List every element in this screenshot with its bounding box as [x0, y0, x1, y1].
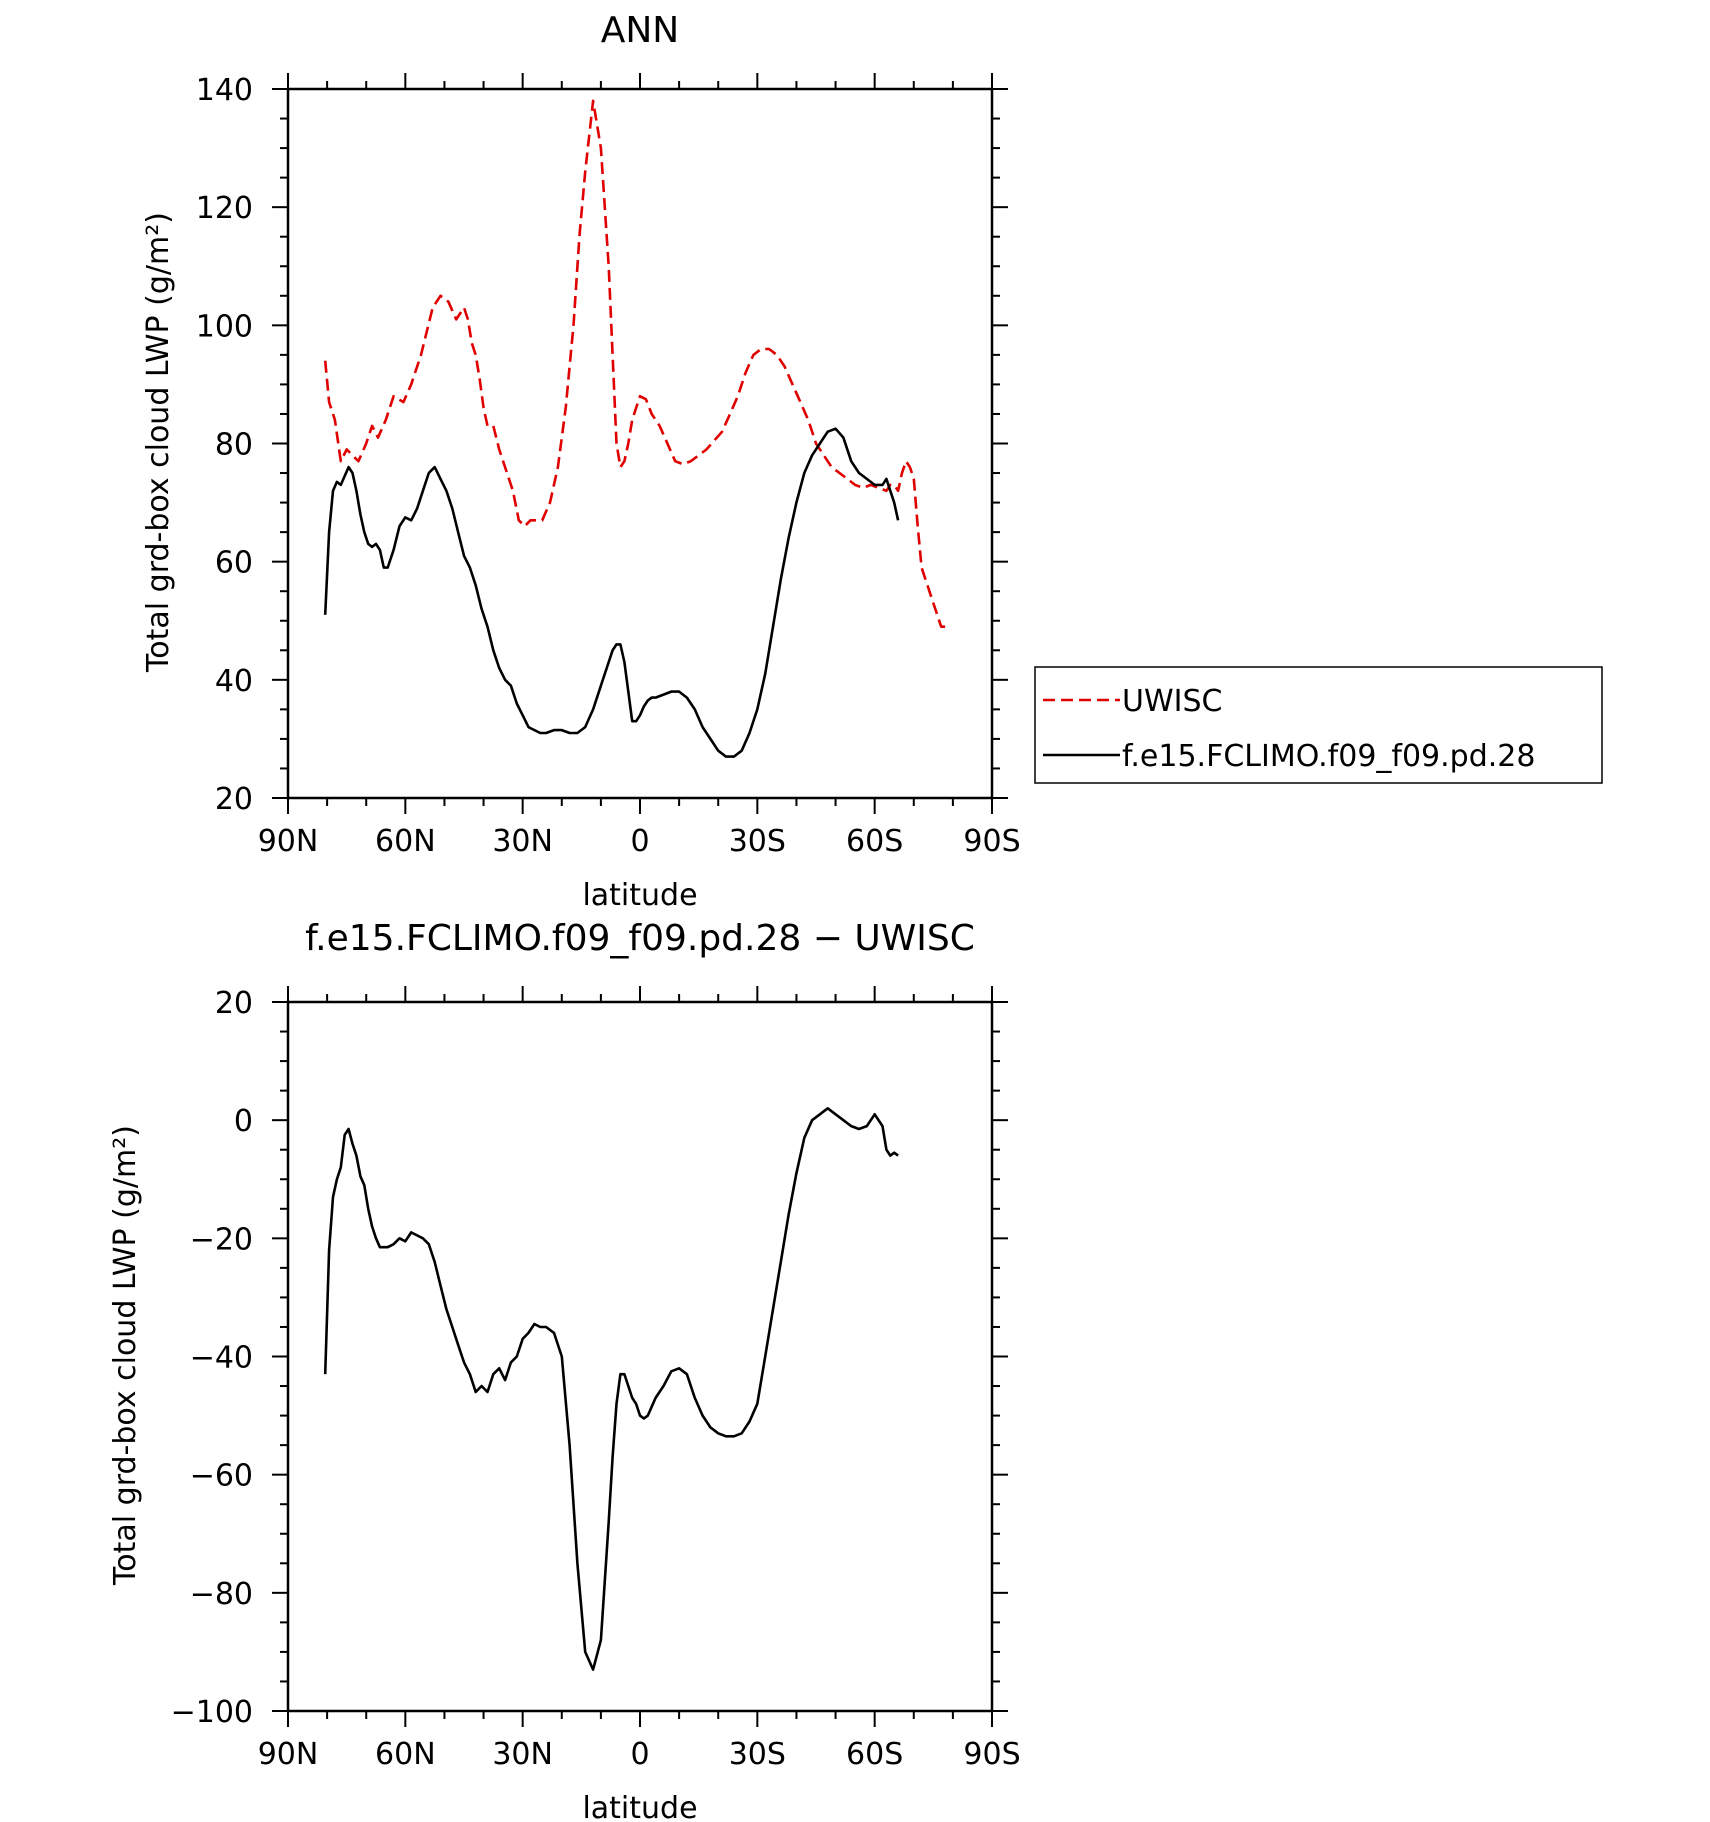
x-tick-label: 30N [492, 1737, 553, 1772]
uwisc-series-line [323, 99, 946, 628]
top-panel: ANN Total grd-box cloud LWP (g/m²) latit… [141, 10, 1021, 913]
y-tick-label: 120 [196, 191, 253, 226]
f-e15-fclimo-f09-f09-pd-28-series-line [323, 427, 900, 758]
plot-frame [286, 1000, 994, 1713]
y-tick-label: 20 [215, 986, 253, 1021]
legend-label-model: f.e15.FCLIMO.f09_f09.pd.28 [1122, 739, 1535, 774]
top-x-axis-label: latitude [582, 878, 697, 913]
y-tick-label: −80 [190, 1577, 253, 1612]
bottom-x-axis-label: latitude [582, 1791, 697, 1822]
top-y-axis-label: Total grd-box cloud LWP (g/m²) [141, 212, 176, 673]
y-tick-label: 20 [215, 782, 253, 817]
x-tick-label: 30N [492, 824, 553, 859]
x-tick-label: 60S [846, 1737, 903, 1772]
x-tick-label: 60S [846, 824, 903, 859]
y-tick-label: 0 [234, 1104, 253, 1139]
legend-box [1034, 666, 1603, 784]
legend-label-uwisc: UWISC [1122, 684, 1222, 719]
x-tick-label: 90N [258, 824, 319, 859]
y-tick-label: −20 [190, 1222, 253, 1257]
bottom-y-axis-label: Total grd-box cloud LWP (g/m²) [108, 1125, 143, 1586]
x-tick-label: 30S [729, 1737, 786, 1772]
x-tick-label: 0 [630, 824, 649, 859]
x-tick-label: 60N [375, 824, 436, 859]
x-tick-label: 60N [375, 1737, 436, 1772]
x-tick-label: 90S [963, 1737, 1020, 1772]
x-tick-label: 0 [630, 1737, 649, 1772]
y-tick-label: −60 [190, 1459, 253, 1494]
plot-frame [286, 87, 994, 800]
y-tick-label: 60 [215, 546, 253, 581]
bottom-panel: f.e15.FCLIMO.f09_f09.pd.28 − UWISC Total… [108, 918, 1021, 1822]
y-tick-label: 40 [215, 664, 253, 699]
y-tick-label: −100 [171, 1695, 253, 1730]
y-tick-label: 80 [215, 428, 253, 463]
x-tick-label: 30S [729, 824, 786, 859]
x-tick-label: 90S [963, 824, 1020, 859]
y-tick-label: 140 [196, 73, 253, 108]
y-tick-label: −40 [190, 1341, 253, 1376]
difference-series-line [323, 1107, 899, 1671]
legend: UWISC f.e15.FCLIMO.f09_f09.pd.28 [1034, 666, 1603, 784]
x-tick-label: 90N [258, 1737, 319, 1772]
top-chart-title: ANN [601, 10, 680, 51]
bottom-chart-title: f.e15.FCLIMO.f09_f09.pd.28 − UWISC [305, 918, 975, 959]
y-tick-label: 100 [196, 309, 253, 344]
